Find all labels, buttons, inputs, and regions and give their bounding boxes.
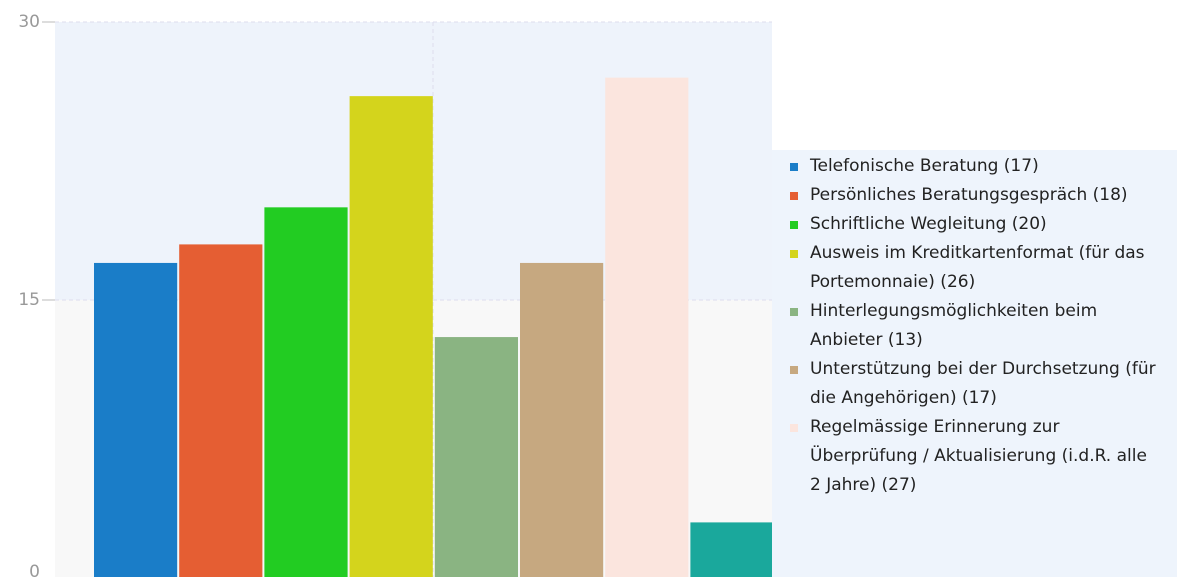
bar <box>690 522 774 577</box>
bar <box>520 262 604 577</box>
bar <box>264 207 348 577</box>
legend-item: Telefonische Beratung (17) <box>772 152 1162 181</box>
legend-label: Ausweis im Kreditkartenformat (für das P… <box>810 243 1145 292</box>
legend-item: Persönliches Beratungsgespräch (18) <box>772 181 1162 210</box>
legend-label: Regelmässige Erinnerung zur Überprüfung … <box>810 417 1147 495</box>
legend-swatch <box>790 163 798 171</box>
y-tick-label: 15 <box>18 290 40 310</box>
legend-item: Hinterlegungsmöglichkeiten beim Anbieter… <box>772 297 1162 355</box>
y-tick-label: 30 <box>18 12 40 32</box>
legend-label: Schriftliche Wegleitung (20) <box>810 214 1047 234</box>
legend-swatch <box>790 221 798 229</box>
legend-swatch <box>790 250 798 258</box>
legend: Telefonische Beratung (17) Persönliches B… <box>772 150 1177 577</box>
legend-item: Unterstützung bei der Durchsetzung (für … <box>772 355 1162 413</box>
legend-swatch <box>790 308 798 316</box>
bar <box>179 244 263 577</box>
bar <box>94 262 178 577</box>
y-tick-label: 0 <box>29 562 40 577</box>
legend-label: Hinterlegungsmöglichkeiten beim Anbieter… <box>810 301 1098 350</box>
legend-swatch <box>790 424 798 432</box>
legend-swatch <box>790 366 798 374</box>
bar <box>434 337 518 577</box>
bar <box>605 77 689 577</box>
legend-item: Ausweis im Kreditkartenformat (für das P… <box>772 239 1162 297</box>
legend-item: Regelmässige Erinnerung zur Überprüfung … <box>772 413 1162 500</box>
bar <box>349 96 433 577</box>
legend-item: Schriftliche Wegleitung (20) <box>772 210 1162 239</box>
legend-label: Telefonische Beratung (17) <box>810 156 1039 176</box>
legend-label: Persönliches Beratungsgespräch (18) <box>810 185 1128 205</box>
legend-swatch <box>790 192 798 200</box>
legend-label: Unterstützung bei der Durchsetzung (für … <box>810 359 1156 408</box>
